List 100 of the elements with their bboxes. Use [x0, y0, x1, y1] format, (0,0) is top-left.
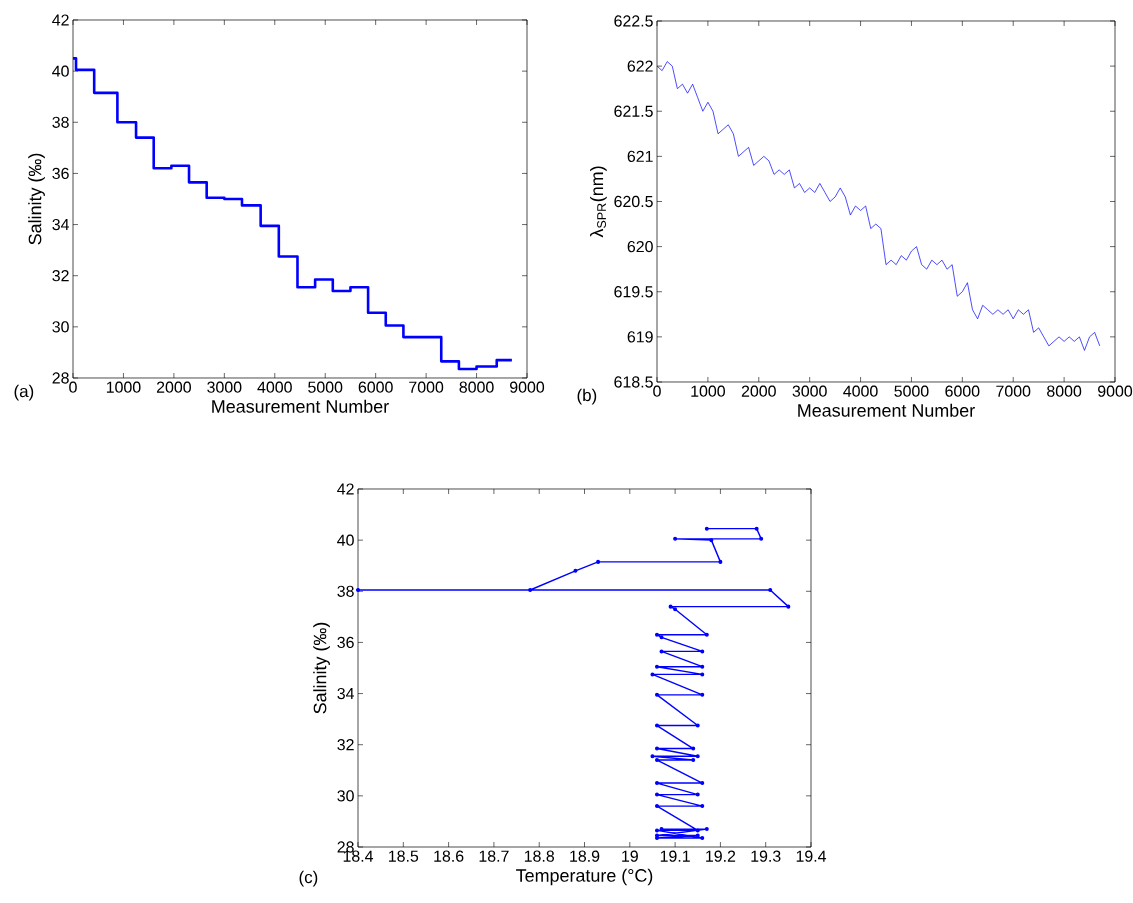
y-tick-label: 619.5 [614, 286, 653, 298]
text: (b) [577, 388, 597, 405]
x-tick-label: 19.1 [660, 850, 690, 862]
point [700, 781, 705, 786]
x-tick-label: 18.5 [389, 850, 419, 862]
point [596, 559, 601, 564]
point [650, 754, 655, 759]
y-tick-label: 622 [627, 60, 653, 72]
point [654, 833, 659, 838]
y-tick-label: 34 [337, 687, 355, 700]
x-tick-label: 19.4 [796, 850, 827, 862]
x-tick-label: 18.9 [570, 850, 600, 862]
x-tick-label: 19.3 [751, 850, 781, 862]
y-tick-label: 32 [52, 270, 69, 282]
point [695, 833, 700, 838]
point [695, 754, 700, 759]
x-axis-title: Measurement Number [798, 403, 975, 417]
x-tick-label: 7000 [409, 381, 444, 393]
x-tick-label: 3000 [792, 385, 827, 397]
x-tick-label: 5000 [894, 385, 929, 397]
x-axis-title: Measurement Number [212, 399, 389, 413]
point [695, 792, 700, 797]
point [573, 568, 578, 573]
point [654, 758, 659, 763]
y-axis-title: λ$_{SPR}$(nm) [590, 166, 607, 238]
point [650, 672, 655, 677]
point [695, 723, 700, 728]
y-tick-label: 38 [52, 116, 69, 128]
point [700, 649, 705, 654]
x-tick-label: 0 [653, 385, 661, 397]
point [700, 804, 705, 809]
y-tick-label: 620.5 [614, 195, 653, 208]
point [709, 538, 714, 543]
y-axis-title: Salinity (‰) [28, 153, 45, 245]
x-tick-label: 9000 [1098, 385, 1133, 397]
point [654, 692, 659, 697]
point [654, 836, 659, 841]
point [704, 632, 709, 637]
y-tick-label: 621.5 [614, 105, 653, 117]
y-tick-label: 622.5 [614, 15, 653, 27]
y-tick-label: 40 [337, 534, 354, 546]
y-tick-label: 28 [52, 372, 69, 384]
x-tick-label: 1000 [106, 381, 141, 393]
y-tick-label: 34 [52, 218, 69, 231]
y-tick-label: 32 [337, 739, 354, 751]
y-tick-label: 620 [627, 240, 653, 253]
x-tick-label: 7000 [996, 385, 1031, 397]
y-tick-label: 36 [52, 167, 69, 180]
point [691, 758, 696, 763]
y-tick-label: 619 [627, 331, 653, 343]
point [704, 526, 709, 531]
x-tick-label: 6000 [945, 385, 980, 397]
x-tick-label: 5000 [308, 381, 343, 393]
x-tick-label: 4000 [843, 385, 878, 397]
y-tick-label: 36 [337, 636, 354, 649]
point [654, 828, 659, 833]
point [659, 635, 664, 640]
point [654, 746, 659, 751]
point [704, 827, 709, 832]
point [754, 526, 759, 531]
y-tick-label: 30 [337, 790, 354, 802]
point [356, 588, 360, 592]
point [673, 607, 678, 612]
x-tick-label: 3000 [207, 381, 242, 393]
point [700, 836, 705, 841]
x-axis-title: Temperature (°C) [516, 868, 653, 886]
point [668, 604, 673, 609]
x-tick-label: 19.2 [706, 850, 736, 862]
point [700, 692, 705, 697]
point [786, 604, 791, 609]
x-tick-label: 18.6 [434, 850, 464, 862]
point [700, 664, 705, 669]
y-tick-label: 42 [337, 483, 354, 495]
point [759, 536, 764, 541]
point [673, 536, 678, 541]
point [654, 781, 659, 786]
point [654, 792, 659, 797]
x-tick-label: 0 [69, 381, 77, 393]
point [528, 588, 533, 592]
y-tick-label: 40 [52, 65, 69, 77]
x-tick-label: 4000 [257, 381, 292, 393]
text: (c) [299, 870, 318, 887]
point [768, 588, 773, 592]
point [654, 664, 659, 669]
point [654, 632, 659, 637]
x-tick-label: 19 [622, 850, 638, 862]
x-tick-label: 1000 [691, 385, 725, 397]
point [659, 649, 664, 654]
x-tick-label: 2000 [741, 385, 776, 397]
y-axis-title: Salinity (‰) [313, 622, 330, 714]
y-tick-label: 621 [627, 150, 653, 163]
text: (a) [14, 384, 34, 401]
point [691, 746, 696, 751]
y-tick-label: 38 [337, 585, 354, 597]
point [700, 672, 705, 677]
y-tick-label: 42 [52, 14, 69, 26]
x-tick-label: 18.7 [479, 850, 509, 862]
x-tick-label: 2000 [156, 381, 191, 393]
x-tick-label: 9000 [510, 381, 545, 393]
y-tick-label: 30 [52, 321, 69, 333]
